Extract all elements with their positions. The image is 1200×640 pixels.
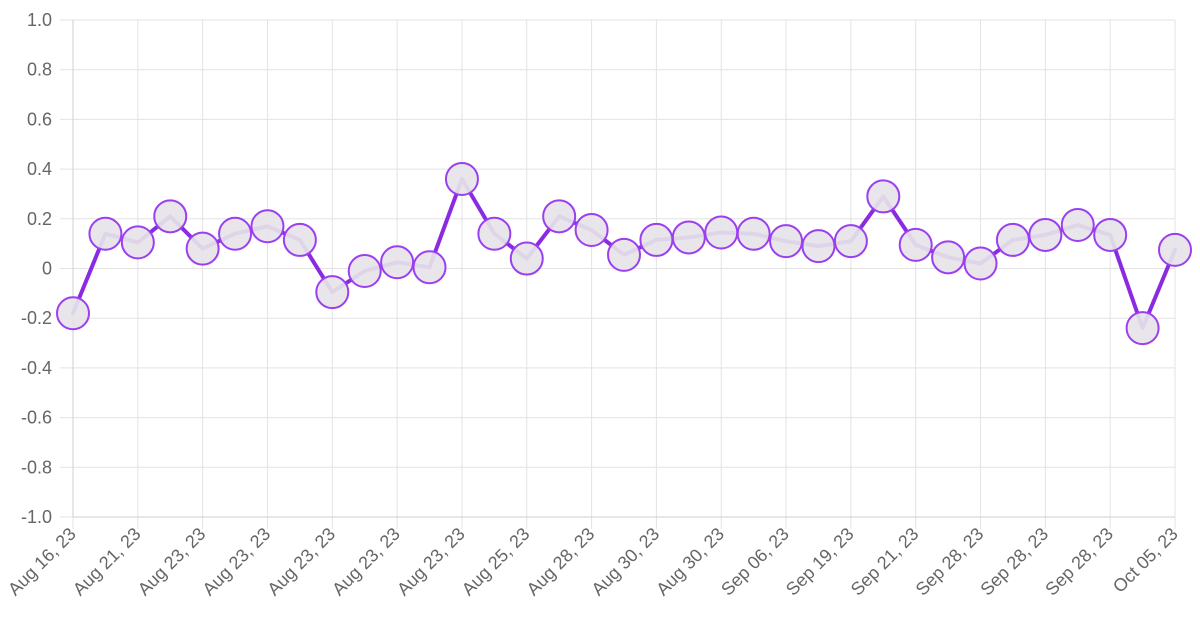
data-point	[1093, 217, 1128, 252]
y-axis-tick-labels: 1.0 0.8 0.6 0.4 0.2 0 -0.2 -0.4 -0.6 -0.8 -1.0	[21, 10, 52, 527]
data-point	[250, 209, 285, 244]
x-tick-label: Sep 28, 23	[912, 524, 988, 600]
x-tick-label: Aug 23, 23	[328, 524, 404, 600]
y-tick-label: -0.6	[21, 408, 52, 428]
data-point	[56, 296, 90, 331]
grid	[60, 19, 1176, 529]
data-point	[185, 231, 220, 266]
y-tick-label: 0.4	[27, 159, 52, 179]
data-point	[1158, 232, 1192, 267]
data-point	[412, 250, 447, 285]
data-point	[153, 199, 188, 234]
x-tick-label: Aug 16, 23	[4, 524, 80, 600]
series-points	[56, 162, 1192, 346]
data-point	[380, 245, 415, 280]
x-tick-label: Sep 06, 23	[717, 524, 793, 600]
x-tick-label: Oct 05, 23	[1109, 524, 1182, 597]
data-point	[931, 240, 966, 275]
data-point	[607, 237, 641, 272]
x-tick-label: Aug 23, 23	[393, 524, 469, 600]
data-point	[574, 212, 609, 247]
x-tick-label: Sep 21, 23	[847, 524, 923, 600]
data-point	[120, 225, 155, 260]
y-tick-label: 0.2	[27, 209, 52, 229]
data-point	[509, 241, 544, 276]
data-point	[833, 224, 868, 259]
data-point	[963, 246, 998, 281]
data-point	[671, 220, 706, 255]
x-tick-label: Aug 21, 23	[69, 524, 145, 600]
y-tick-label: -1.0	[21, 507, 52, 527]
x-tick-label: Aug 28, 23	[523, 524, 599, 600]
data-point	[639, 222, 674, 257]
axes	[72, 20, 1175, 518]
y-tick-label: -0.4	[21, 358, 52, 378]
data-point	[736, 216, 771, 251]
data-point	[769, 224, 804, 259]
data-point	[1028, 217, 1063, 252]
data-point	[218, 216, 253, 251]
data-point	[282, 222, 317, 257]
x-tick-label: Aug 30, 23	[588, 524, 664, 600]
x-tick-label: Sep 28, 23	[1041, 524, 1117, 600]
data-point	[444, 162, 479, 197]
data-point	[1060, 208, 1095, 243]
y-tick-label: 1.0	[27, 10, 52, 30]
data-point	[347, 253, 382, 288]
x-tick-label: Aug 23, 23	[263, 524, 339, 600]
x-tick-label: Sep 19, 23	[782, 524, 858, 600]
data-point	[88, 216, 123, 251]
data-point	[898, 227, 933, 262]
x-tick-label: Sep 28, 23	[976, 524, 1052, 600]
data-point	[801, 229, 836, 264]
data-point	[866, 179, 901, 214]
y-tick-label: 0.8	[27, 60, 52, 80]
y-tick-label: 0	[42, 259, 52, 279]
data-point	[1125, 311, 1160, 346]
x-tick-label: Aug 30, 23	[652, 524, 728, 600]
y-tick-label: -0.8	[21, 457, 52, 477]
x-tick-label: Aug 23, 23	[134, 524, 210, 600]
data-point	[477, 216, 512, 251]
x-tick-label: Aug 25, 23	[458, 524, 534, 600]
x-tick-label: Aug 23, 23	[199, 524, 275, 600]
data-point	[704, 215, 739, 250]
data-point	[995, 222, 1030, 257]
y-tick-label: -0.2	[21, 308, 52, 328]
y-tick-label: 0.6	[27, 109, 52, 129]
data-point	[315, 275, 350, 310]
data-point	[542, 199, 577, 234]
